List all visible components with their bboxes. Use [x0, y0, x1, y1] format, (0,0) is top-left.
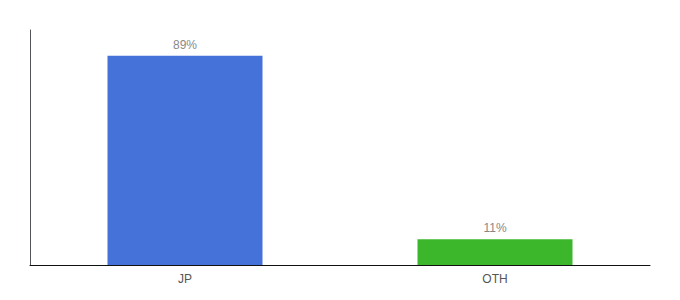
svg-text:JP: JP: [178, 272, 192, 286]
svg-text:89%: 89%: [173, 38, 197, 52]
svg-text:11%: 11%: [483, 221, 506, 235]
svg-text:OTH: OTH: [482, 272, 507, 286]
